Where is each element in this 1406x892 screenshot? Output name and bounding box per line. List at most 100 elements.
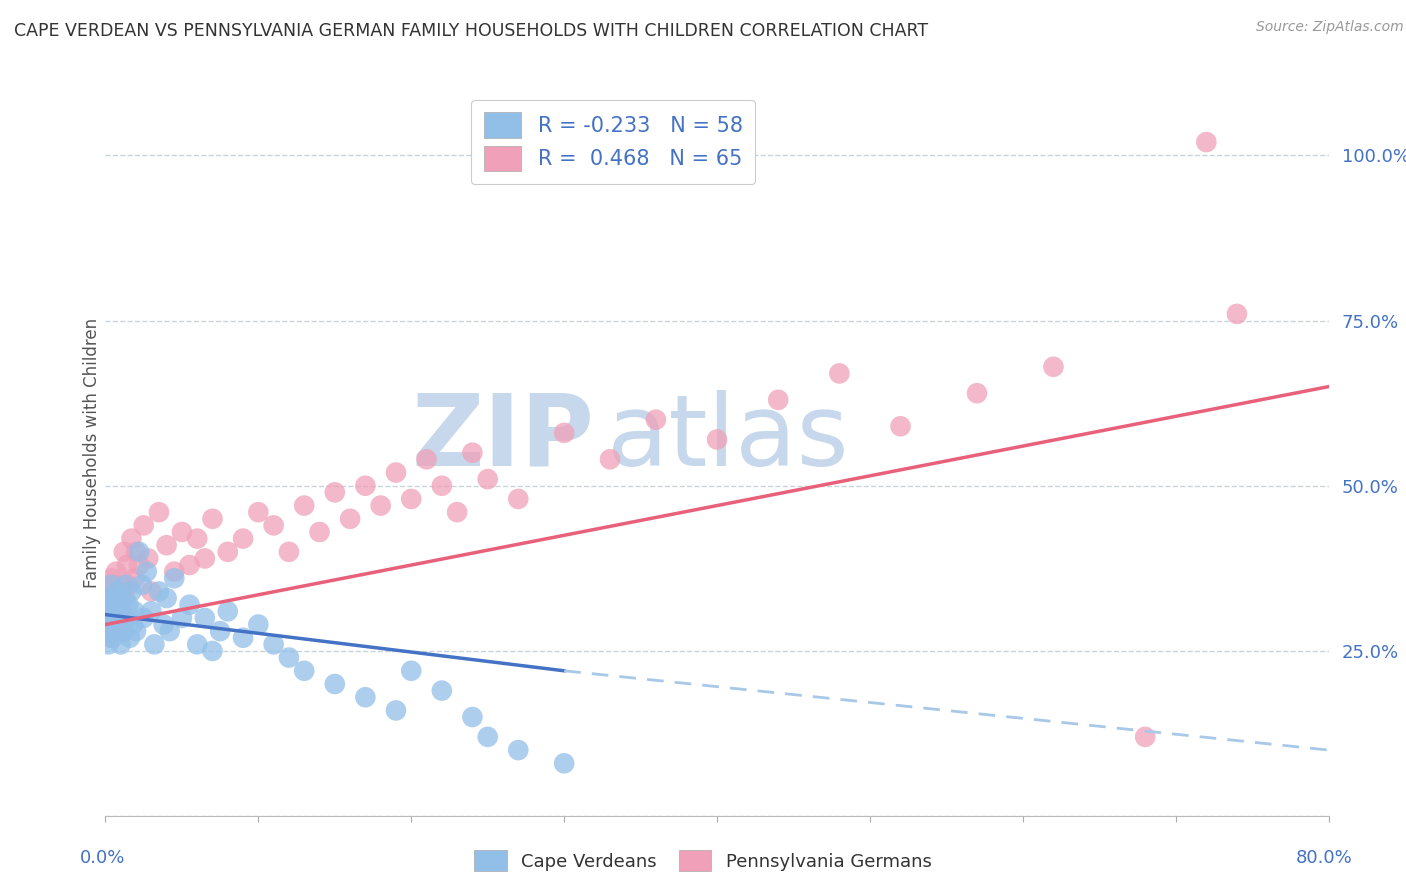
Point — [430, 479, 453, 493]
Point — [1195, 135, 1218, 149]
Point — [143, 637, 166, 651]
Legend: R = -0.233   N = 58, R =  0.468   N = 65: R = -0.233 N = 58, R = 0.468 N = 65 — [471, 100, 755, 184]
Point — [111, 624, 134, 639]
Point — [97, 578, 120, 592]
Point — [97, 611, 120, 625]
Point — [194, 551, 217, 566]
Point — [110, 604, 132, 618]
Point — [131, 578, 153, 592]
Point — [209, 624, 232, 639]
Point — [115, 611, 138, 625]
Point — [508, 491, 530, 506]
Point — [117, 578, 139, 592]
Point — [105, 565, 128, 579]
Point — [354, 690, 377, 705]
Point — [308, 524, 330, 539]
Point — [446, 505, 468, 519]
Point — [399, 664, 422, 678]
Point — [125, 545, 148, 559]
Point — [477, 472, 499, 486]
Point — [104, 624, 127, 639]
Point — [217, 545, 239, 559]
Point — [107, 584, 129, 599]
Point — [217, 604, 239, 618]
Point — [122, 617, 145, 632]
Point — [828, 367, 851, 381]
Point — [135, 565, 157, 579]
Text: atlas: atlas — [607, 390, 849, 487]
Point — [399, 491, 422, 506]
Point — [148, 505, 170, 519]
Point — [370, 499, 392, 513]
Point — [108, 617, 131, 632]
Point — [644, 412, 666, 426]
Point — [477, 730, 499, 744]
Point — [706, 433, 728, 447]
Point — [107, 598, 129, 612]
Point — [112, 624, 135, 639]
Point — [141, 584, 163, 599]
Point — [124, 604, 146, 618]
Point — [105, 624, 128, 639]
Point — [100, 617, 122, 632]
Point — [100, 571, 122, 585]
Legend: Cape Verdeans, Pennsylvania Germans: Cape Verdeans, Pennsylvania Germans — [467, 843, 939, 879]
Point — [101, 631, 124, 645]
Point — [461, 445, 484, 460]
Point — [508, 743, 530, 757]
Point — [292, 664, 315, 678]
Point — [104, 598, 127, 612]
Text: CAPE VERDEAN VS PENNSYLVANIA GERMAN FAMILY HOUSEHOLDS WITH CHILDREN CORRELATION : CAPE VERDEAN VS PENNSYLVANIA GERMAN FAMI… — [14, 22, 928, 40]
Point — [124, 571, 146, 585]
Point — [599, 452, 621, 467]
Point — [354, 479, 377, 493]
Point — [553, 756, 575, 771]
Point — [292, 499, 315, 513]
Point — [201, 644, 224, 658]
Point — [110, 578, 132, 592]
Point — [170, 524, 193, 539]
Point — [201, 512, 224, 526]
Point — [152, 617, 174, 632]
Point — [118, 631, 141, 645]
Point — [889, 419, 911, 434]
Y-axis label: Family Households with Children: Family Households with Children — [83, 318, 101, 588]
Point — [1226, 307, 1249, 321]
Point — [98, 631, 121, 645]
Point — [112, 545, 135, 559]
Point — [98, 591, 121, 606]
Point — [97, 637, 120, 651]
Point — [163, 571, 186, 585]
Point — [120, 584, 142, 599]
Point — [163, 565, 186, 579]
Point — [117, 598, 139, 612]
Point — [96, 624, 118, 639]
Point — [415, 452, 437, 467]
Text: ZIP: ZIP — [412, 390, 595, 487]
Text: 80.0%: 80.0% — [1296, 849, 1353, 867]
Point — [339, 512, 361, 526]
Point — [232, 631, 254, 645]
Point — [120, 532, 142, 546]
Point — [179, 558, 201, 572]
Point — [186, 532, 208, 546]
Point — [155, 591, 177, 606]
Point — [128, 558, 150, 572]
Point — [114, 578, 136, 592]
Point — [98, 604, 121, 618]
Point — [170, 611, 193, 625]
Point — [115, 558, 138, 572]
Point — [125, 624, 148, 639]
Point — [136, 551, 159, 566]
Point — [768, 392, 790, 407]
Point — [553, 425, 575, 440]
Point — [132, 518, 155, 533]
Point — [98, 591, 121, 606]
Point — [323, 677, 346, 691]
Point — [179, 598, 201, 612]
Point — [323, 485, 346, 500]
Point — [114, 591, 136, 606]
Point — [108, 611, 131, 625]
Point — [277, 545, 299, 559]
Point — [128, 545, 150, 559]
